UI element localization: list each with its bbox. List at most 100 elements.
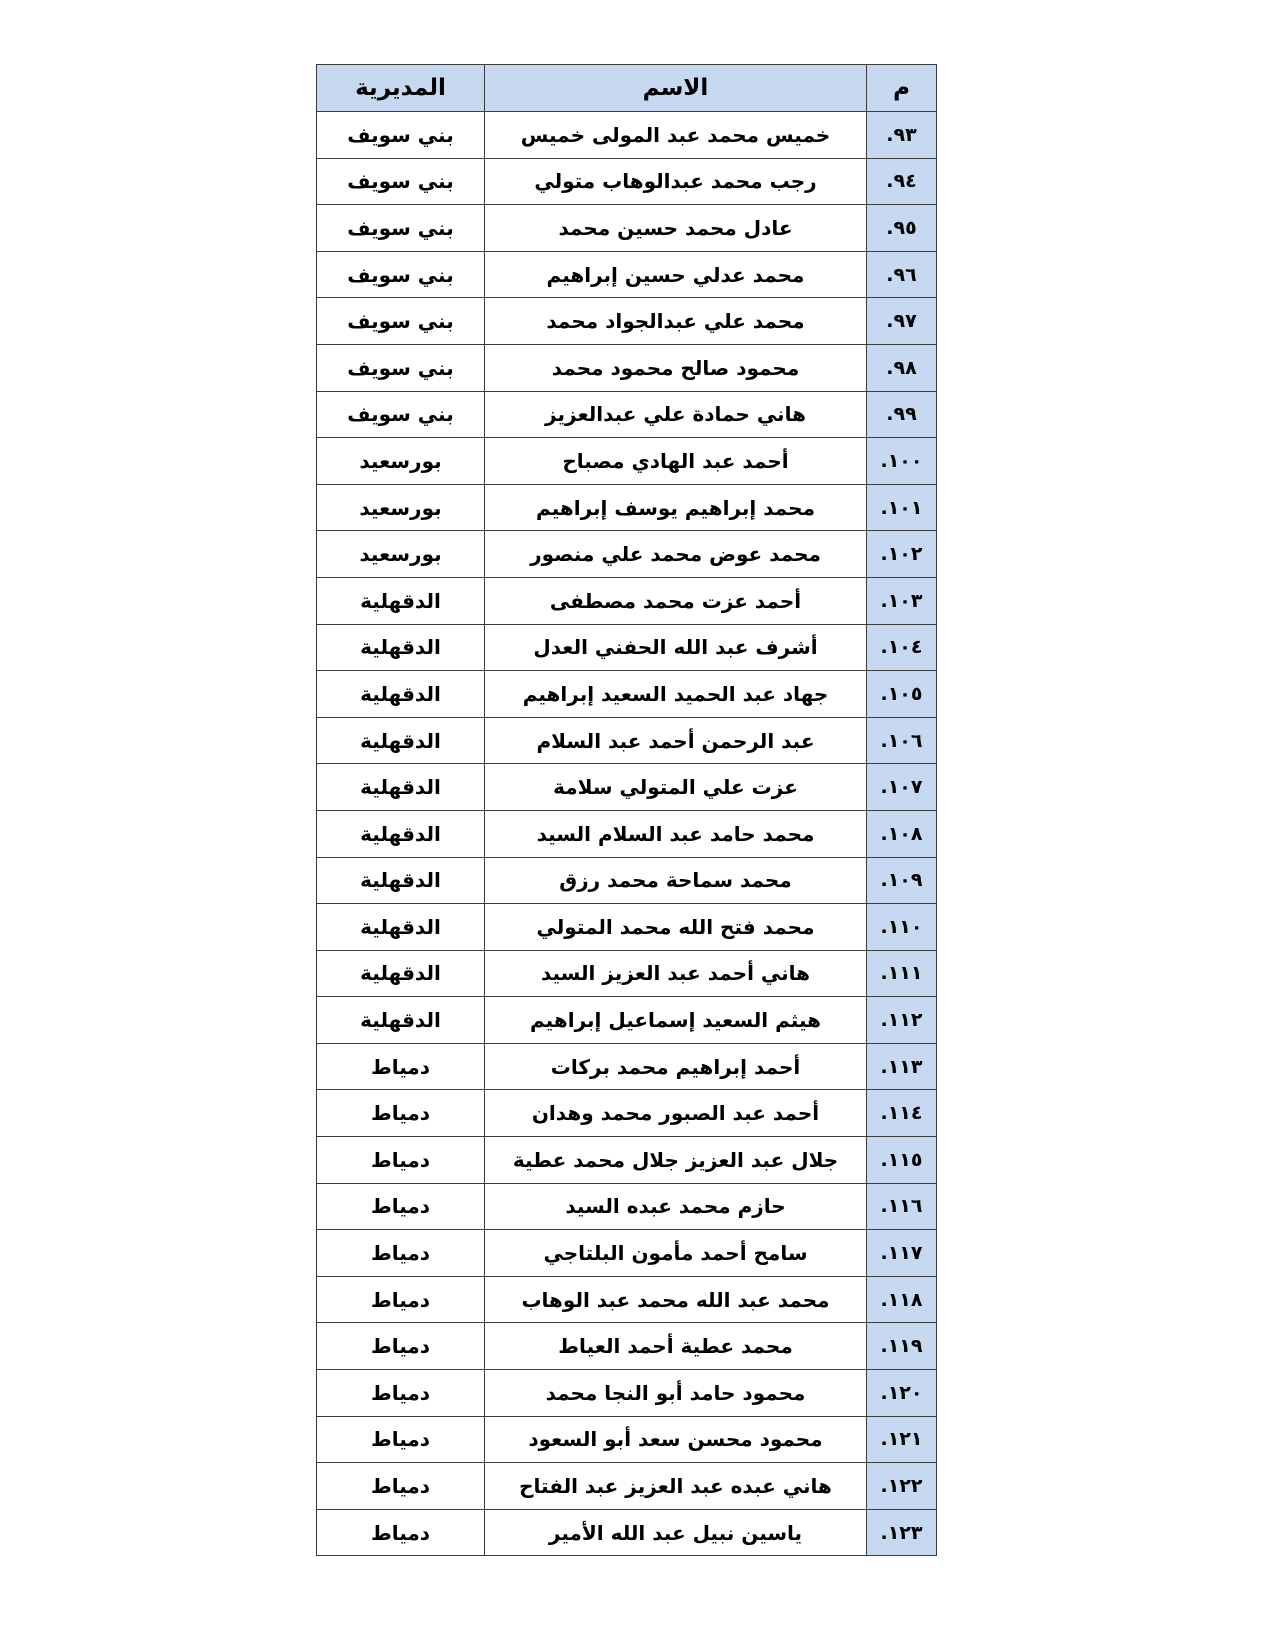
- row-number-cell: ١١٠.: [866, 903, 937, 951]
- row-number-cell: ١١٩.: [866, 1322, 937, 1371]
- row-name-cell: محمد عوض محمد علي منصور: [484, 530, 867, 578]
- row-directorate-cell: بورسعيد: [316, 437, 485, 485]
- table-row: ١٠٣. أحمد عزت محمد مصطفى الدقهلية: [316, 576, 937, 625]
- row-name-cell: محمد عطية أحمد العياط: [484, 1322, 867, 1371]
- table-row: ١١٨. محمد عبد الله محمد عبد الوهاب دمياط: [316, 1275, 937, 1324]
- table-row: ٩٧. محمد علي عبدالجواد محمد بني سويف: [316, 297, 937, 345]
- row-directorate-cell: الدقهلية: [316, 670, 485, 718]
- row-name-cell: أحمد عزت محمد مصطفى: [484, 576, 867, 625]
- row-number-cell: ١١٥.: [866, 1136, 937, 1184]
- row-name-cell: عبد الرحمن أحمد عبد السلام: [484, 716, 867, 765]
- table-row: ٩٤. رجب محمد عبدالوهاب متولي بني سويف: [316, 157, 937, 206]
- table-row: ٩٩. هاني حمادة علي عبدالعزيز بني سويف: [316, 390, 937, 439]
- row-number-cell: ٩٩.: [866, 390, 937, 439]
- table-row: ٩٥. عادل محمد حسين محمد بني سويف: [316, 204, 937, 252]
- row-name-cell: محمد حامد عبد السلام السيد: [484, 809, 867, 858]
- row-directorate-cell: دمياط: [316, 1089, 485, 1138]
- table-row: ١٠٦. عبد الرحمن أحمد عبد السلام الدقهلية: [316, 716, 937, 765]
- row-directorate-cell: بني سويف: [316, 250, 485, 299]
- row-name-cell: هاني أحمد عبد العزيز السيد: [484, 949, 867, 998]
- row-name-cell: محمود حامد أبو النجا محمد: [484, 1369, 867, 1417]
- table-row: ١١٣. أحمد إبراهيم محمد بركات دمياط: [316, 1042, 937, 1091]
- table-row: ١٠٤. أشرف عبد الله الحفني العدل الدقهلية: [316, 623, 937, 672]
- row-number-cell: ١٠٧.: [866, 763, 937, 811]
- row-name-cell: جهاد عبد الحميد السعيد إبراهيم: [484, 670, 867, 718]
- row-name-cell: هيثم السعيد إسماعيل إبراهيم: [484, 996, 867, 1044]
- row-directorate-cell: بني سويف: [316, 204, 485, 252]
- row-name-cell: هاني عبده عبد العزيز عبد الفتاح: [484, 1462, 867, 1510]
- table-row: ١١٩. محمد عطية أحمد العياط دمياط: [316, 1322, 937, 1371]
- table-row: ١٠٩. محمد سماحة محمد رزق الدقهلية: [316, 856, 937, 905]
- row-directorate-cell: دمياط: [316, 1322, 485, 1371]
- row-name-cell: محمد فتح الله محمد المتولي: [484, 903, 867, 951]
- row-number-cell: ١٠٨.: [866, 809, 937, 858]
- row-number-cell: ٩٣.: [866, 111, 937, 159]
- row-number-cell: ١٢١.: [866, 1415, 937, 1464]
- table-row: ١١٧. سامح أحمد مأمون البلتاجي دمياط: [316, 1229, 937, 1277]
- row-directorate-cell: دمياط: [316, 1275, 485, 1324]
- row-number-cell: ١١٦.: [866, 1182, 937, 1231]
- table-row: ١٠٨. محمد حامد عبد السلام السيد الدقهلية: [316, 809, 937, 858]
- row-directorate-cell: بني سويف: [316, 390, 485, 439]
- table-row: ١٠٥. جهاد عبد الحميد السعيد إبراهيم الدق…: [316, 670, 937, 718]
- row-name-cell: محمد إبراهيم يوسف إبراهيم: [484, 483, 867, 532]
- table-row: ١٢٠. محمود حامد أبو النجا محمد دمياط: [316, 1369, 937, 1417]
- row-name-cell: محمود صالح محمود محمد: [484, 343, 867, 392]
- row-name-cell: محمود محسن سعد أبو السعود: [484, 1415, 867, 1464]
- row-number-cell: ١٠٩.: [866, 856, 937, 905]
- row-name-cell: سامح أحمد مأمون البلتاجي: [484, 1229, 867, 1277]
- table-row: ٩٦. محمد عدلي حسين إبراهيم بني سويف: [316, 250, 937, 299]
- table-row: ١٢٢. هاني عبده عبد العزيز عبد الفتاح دمي…: [316, 1462, 937, 1510]
- row-directorate-cell: الدقهلية: [316, 809, 485, 858]
- roster-table: م الاسم المديرية ٩٣. خميس محمد عبد المول…: [316, 64, 937, 1557]
- table-row: ١١١. هاني أحمد عبد العزيز السيد الدقهلية: [316, 949, 937, 998]
- row-number-cell: ١٠١.: [866, 483, 937, 532]
- col-header-number: م: [866, 64, 937, 112]
- row-directorate-cell: بني سويف: [316, 297, 485, 345]
- row-name-cell: رجب محمد عبدالوهاب متولي: [484, 157, 867, 206]
- row-directorate-cell: دمياط: [316, 1042, 485, 1091]
- row-directorate-cell: الدقهلية: [316, 996, 485, 1044]
- row-name-cell: أحمد عبد الهادي مصباح: [484, 437, 867, 485]
- row-number-cell: ١٠٣.: [866, 576, 937, 625]
- row-number-cell: ١٠٦.: [866, 716, 937, 765]
- row-directorate-cell: الدقهلية: [316, 949, 485, 998]
- row-number-cell: ١٢٢.: [866, 1462, 937, 1510]
- row-name-cell: جلال عبد العزيز جلال محمد عطية: [484, 1136, 867, 1184]
- row-directorate-cell: دمياط: [316, 1136, 485, 1184]
- row-name-cell: هاني حمادة علي عبدالعزيز: [484, 390, 867, 439]
- row-directorate-cell: الدقهلية: [316, 856, 485, 905]
- row-directorate-cell: دمياط: [316, 1415, 485, 1464]
- row-directorate-cell: بني سويف: [316, 343, 485, 392]
- row-number-cell: ١١٧.: [866, 1229, 937, 1277]
- table-row: ١٠٧. عزت علي المتولي سلامة الدقهلية: [316, 763, 937, 811]
- table-row: ١١٥. جلال عبد العزيز جلال محمد عطية دميا…: [316, 1136, 937, 1184]
- row-name-cell: محمد سماحة محمد رزق: [484, 856, 867, 905]
- row-number-cell: ١٠٠.: [866, 437, 937, 485]
- table-row: ١١٢. هيثم السعيد إسماعيل إبراهيم الدقهلي…: [316, 996, 937, 1044]
- row-number-cell: ١١٨.: [866, 1275, 937, 1324]
- table-body: ٩٣. خميس محمد عبد المولى خميس بني سويف ٩…: [316, 111, 937, 1557]
- row-name-cell: خميس محمد عبد المولى خميس: [484, 111, 867, 159]
- row-name-cell: أشرف عبد الله الحفني العدل: [484, 623, 867, 672]
- row-name-cell: محمد عدلي حسين إبراهيم: [484, 250, 867, 299]
- row-number-cell: ١١٣.: [866, 1042, 937, 1091]
- row-number-cell: ١٠٥.: [866, 670, 937, 718]
- row-number-cell: ١١٢.: [866, 996, 937, 1044]
- table-row: ١٢١. محمود محسن سعد أبو السعود دمياط: [316, 1415, 937, 1464]
- table-row: ٩٨. محمود صالح محمود محمد بني سويف: [316, 343, 937, 392]
- table-row: ١٠١. محمد إبراهيم يوسف إبراهيم بورسعيد: [316, 483, 937, 532]
- row-number-cell: ٩٦.: [866, 250, 937, 299]
- row-number-cell: ١١٤.: [866, 1089, 937, 1138]
- row-name-cell: ياسين نبيل عبد الله الأمير: [484, 1508, 867, 1557]
- table-header: م الاسم المديرية: [316, 64, 937, 112]
- row-directorate-cell: الدقهلية: [316, 716, 485, 765]
- row-directorate-cell: بني سويف: [316, 157, 485, 206]
- row-name-cell: محمد علي عبدالجواد محمد: [484, 297, 867, 345]
- header-row: م الاسم المديرية: [316, 64, 937, 112]
- row-directorate-cell: الدقهلية: [316, 576, 485, 625]
- row-name-cell: محمد عبد الله محمد عبد الوهاب: [484, 1275, 867, 1324]
- row-number-cell: ٩٥.: [866, 204, 937, 252]
- row-number-cell: ١٢٠.: [866, 1369, 937, 1417]
